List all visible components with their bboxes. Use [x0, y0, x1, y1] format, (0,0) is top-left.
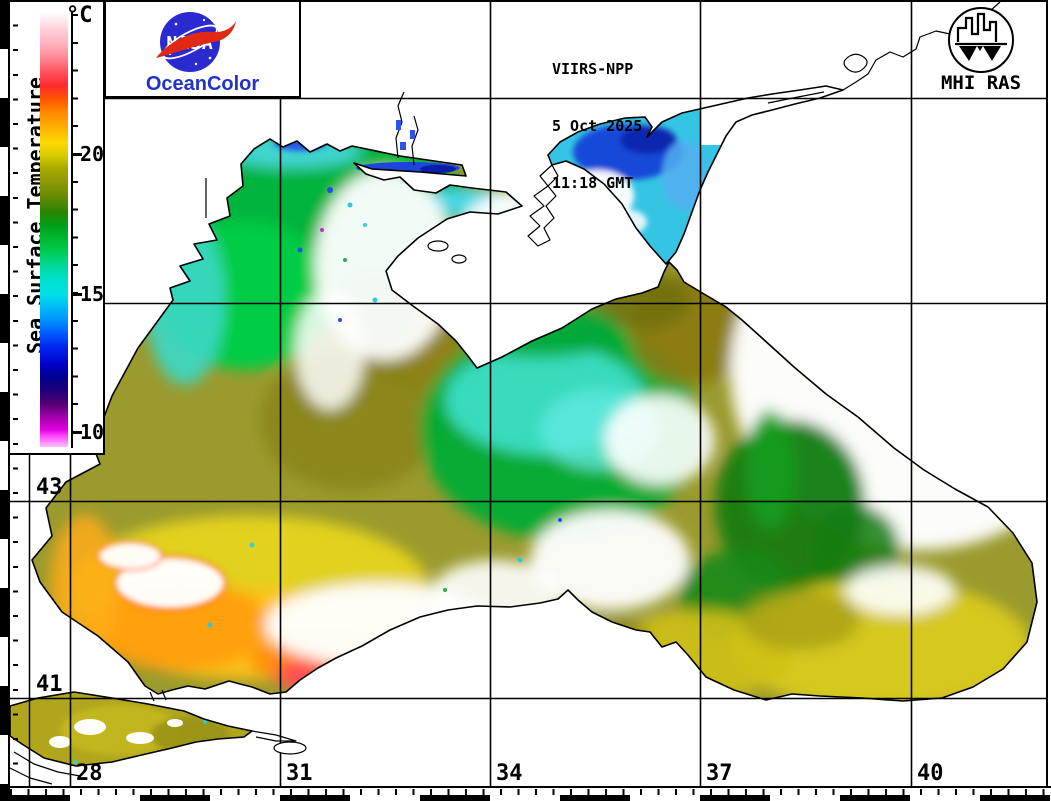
- mhi-ras-label: MHI RAS: [940, 72, 1022, 94]
- oceancolor-brand: OceanColor: [145, 73, 260, 95]
- longitude-label-28: 28: [76, 761, 103, 786]
- nasa-oceancolor-box: NASA OceanColor: [104, 0, 301, 98]
- frame-corner-block: [0, 787, 10, 801]
- colorbar-tick-20: [73, 153, 82, 156]
- left-chess-border: [0, 0, 10, 787]
- coastlines: [9, 85, 1038, 767]
- latitude-label-41: 41: [36, 672, 63, 697]
- scene-time: 11:18 GMT: [552, 174, 634, 192]
- colorbar-tick-15: [73, 293, 82, 296]
- bottom-tick-ruler: [10, 789, 1051, 795]
- scene-date: 5 Oct 2025: [552, 117, 643, 135]
- colorbar-gradient: [40, 12, 68, 447]
- sst-colorbar-panel: Sea Surface Temperature °C 20 15 10: [10, 0, 105, 455]
- longitude-label-31: 31: [286, 761, 313, 786]
- bottom-chess-border: [0, 795, 1051, 801]
- colorbar-tick-10: [73, 431, 82, 434]
- river-cold-pixels: [396, 120, 415, 150]
- nasa-red-swoosh: [156, 21, 236, 58]
- left-minor-ticks: [13, 0, 18, 787]
- longitude-label-37: 37: [706, 761, 733, 786]
- colorbar-unit: °C: [66, 3, 93, 28]
- sensor-name: VIIRS-NPP: [552, 60, 634, 78]
- mhi-ras-logo: [944, 4, 1018, 74]
- black-sea-fill: [32, 139, 1037, 701]
- scene-info-block: VIIRS-NPP 5 Oct 2025 11:18 GMT: [552, 22, 642, 231]
- longitude-label-40: 40: [917, 761, 944, 786]
- colorbar-minor-ticks: [73, 14, 78, 438]
- nasa-logo: NASA: [156, 12, 236, 72]
- nasa-orbit-ellipse: [162, 24, 218, 60]
- mhi-logo-emblem: [955, 12, 1007, 61]
- colorbar-tick-label: 10: [80, 420, 105, 444]
- longitude-label-34: 34: [496, 761, 523, 786]
- colorbar-tick-label: 15: [80, 282, 105, 306]
- colorbar-tick-label: 20: [80, 142, 105, 166]
- latitude-label-43: 43: [36, 475, 63, 500]
- colorbar-axis: [71, 12, 73, 448]
